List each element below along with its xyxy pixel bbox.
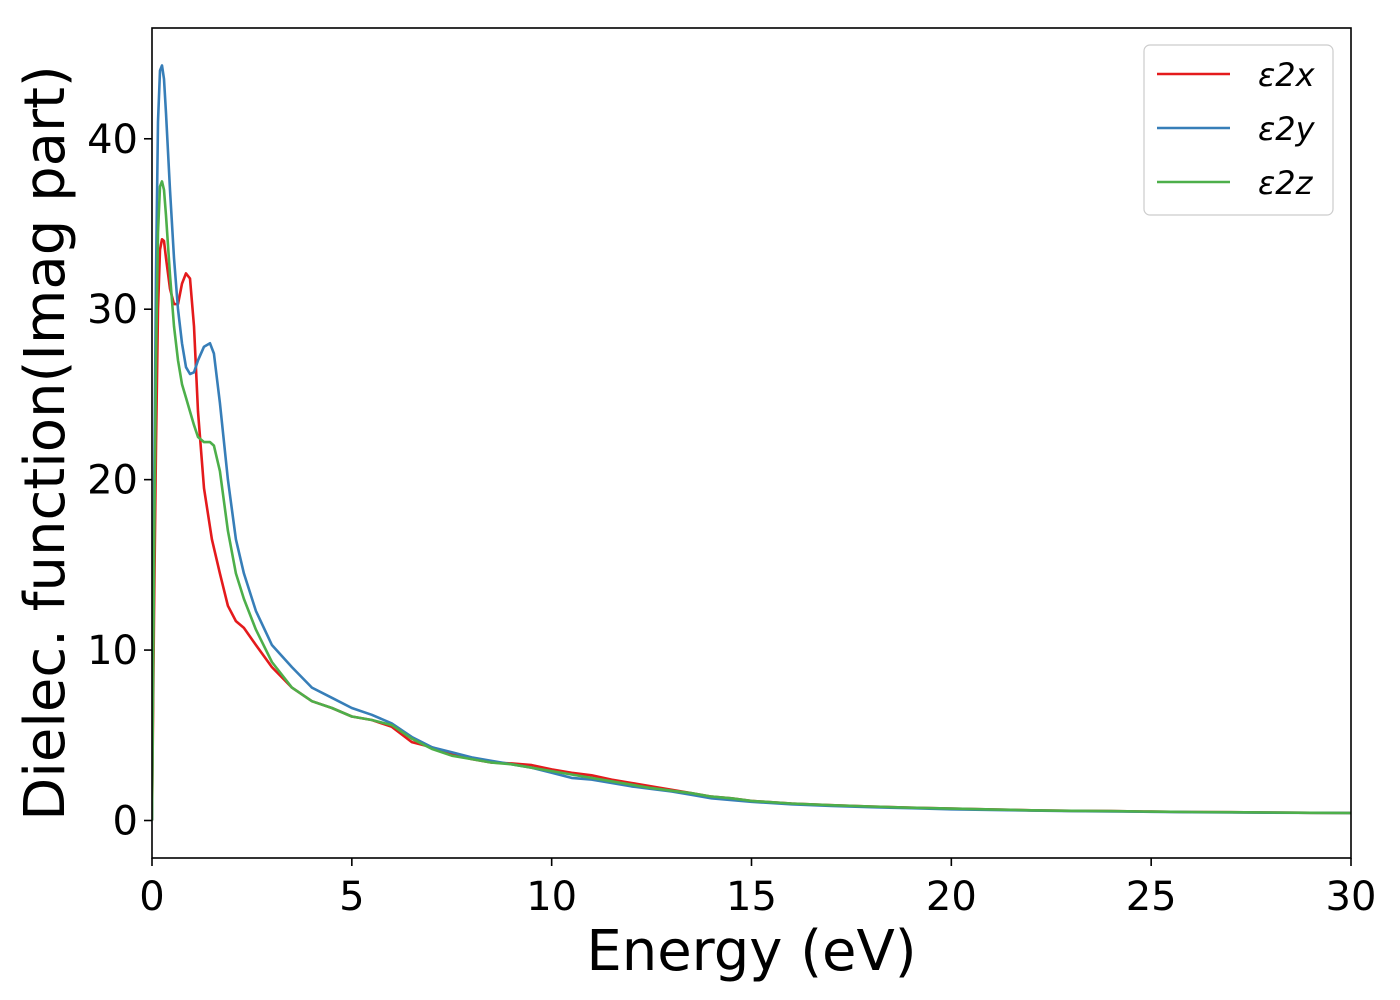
y-tick-label: 0 [113, 799, 138, 845]
y-axis-label: Dielec. function(Imag part) [13, 65, 78, 821]
y-tick-label: 40 [87, 117, 138, 163]
x-tick-label: 20 [926, 874, 977, 920]
legend: ε2x ε2y ε2z [1143, 44, 1334, 216]
ticks-layer: 0 5 10 15 20 25 30 0 10 20 30 40 [87, 117, 1376, 920]
x-tick-label: 0 [139, 874, 164, 920]
y-tick-label: 10 [87, 628, 138, 674]
y-tick-label: 30 [87, 287, 138, 333]
x-axis-label: Energy (eV) [586, 919, 916, 984]
x-tick-label: 15 [726, 874, 777, 920]
series-layer [152, 64, 1351, 821]
y-tick-label: 20 [87, 458, 138, 504]
legend-label-0: ε2x [1258, 56, 1316, 94]
x-tick-label: 30 [1326, 874, 1377, 920]
series-line-0 [152, 238, 1351, 821]
legend-label-1: ε2y [1258, 110, 1316, 148]
x-tick-label: 10 [526, 874, 577, 920]
series-line-2 [152, 180, 1351, 821]
x-tick-label: 25 [1126, 874, 1177, 920]
legend-label-2: ε2z [1258, 164, 1314, 202]
x-tick-label: 5 [339, 874, 364, 920]
legend-box [1143, 44, 1334, 216]
